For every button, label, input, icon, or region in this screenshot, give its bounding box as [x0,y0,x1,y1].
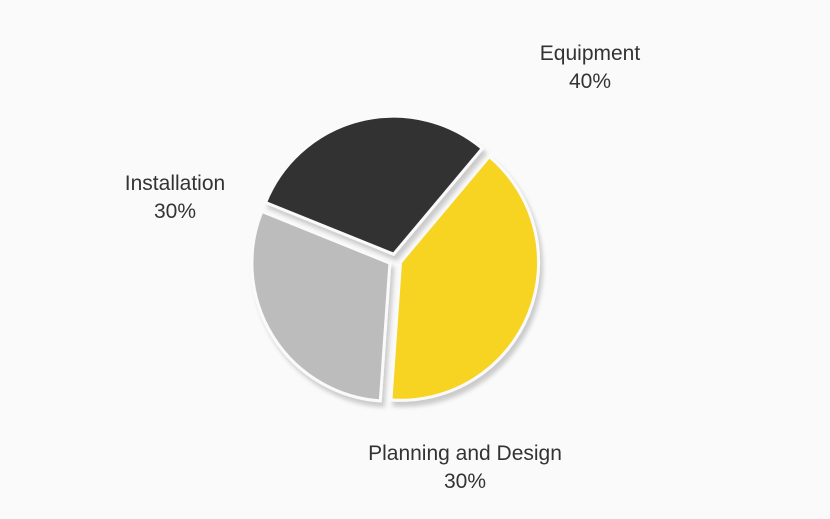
label-installation: Installation30% [125,170,225,227]
label-planning-and-design: Planning and Design30% [368,440,562,497]
label-equipment: Equipment40% [540,40,640,97]
label-title: Planning and Design [368,440,562,468]
label-value: 30% [368,468,562,496]
pie-chart [0,0,830,514]
label-title: Equipment [540,40,640,68]
label-title: Installation [125,170,225,198]
label-value: 30% [125,198,225,226]
label-value: 40% [540,68,640,96]
